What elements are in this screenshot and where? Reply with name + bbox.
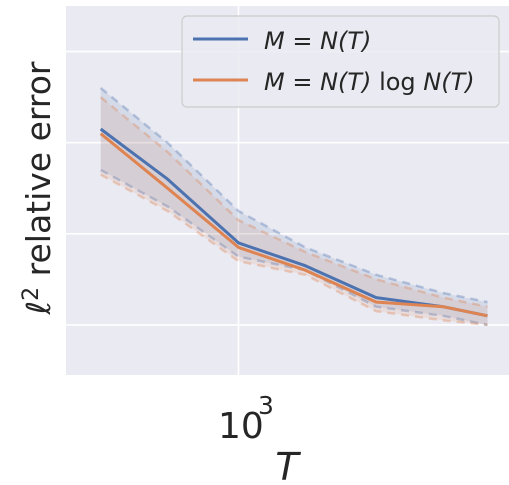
x-axis-label: T <box>275 445 301 485</box>
series-line-2 <box>99 132 488 318</box>
confidence-band-series-2 <box>100 97 488 325</box>
x-tick-label-exponent: 3 <box>258 391 274 420</box>
upper-bound-line-series-2 <box>99 96 488 308</box>
confidence-band-series-1 <box>100 88 488 325</box>
y-axis-label: ℓ2 relative error <box>19 61 59 315</box>
series-lines <box>99 127 488 318</box>
x-tick-label-base: 10 <box>218 406 264 447</box>
legend: M = N(T) M = N(T) log N(T) <box>181 15 500 108</box>
x-tick-label: 10 3 <box>218 391 274 447</box>
lower-bound-line-series-2 <box>100 173 488 327</box>
legend-box <box>181 15 500 108</box>
legend-label-series-2: M = N(T) log N(T) <box>264 68 475 96</box>
legend-log-word: log <box>379 68 416 96</box>
legend-label-series-1: M = N(T) <box>264 27 371 55</box>
upper-bound-line-series-1 <box>99 87 488 304</box>
